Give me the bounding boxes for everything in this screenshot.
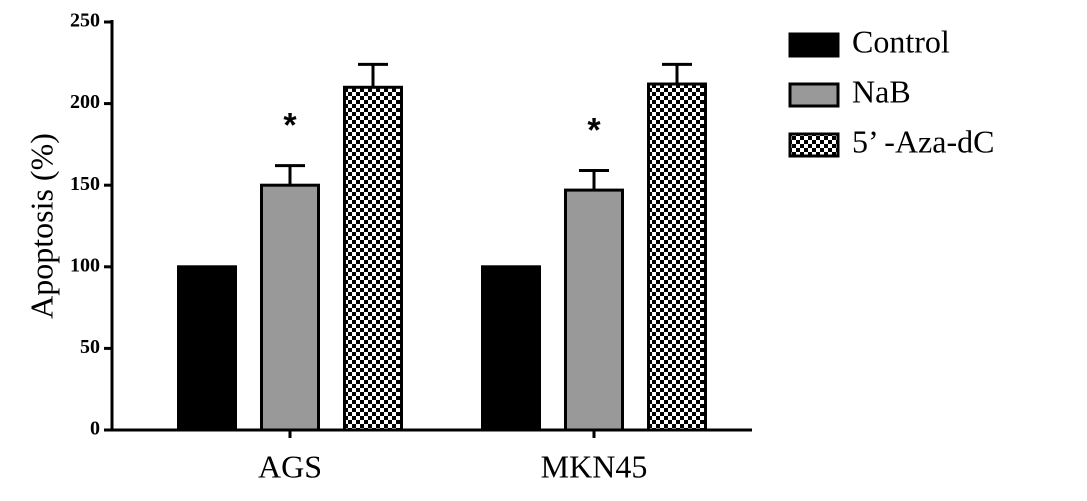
legend-label: NaB bbox=[852, 73, 911, 109]
bar bbox=[177, 265, 237, 432]
legend-swatch bbox=[788, 32, 840, 58]
bar bbox=[481, 265, 541, 432]
y-tick-label: 250 bbox=[70, 10, 100, 32]
bar bbox=[564, 188, 624, 432]
bar bbox=[647, 82, 707, 432]
x-tick-label: MKN45 bbox=[541, 448, 648, 484]
legend-swatch bbox=[788, 132, 840, 158]
y-tick-label: 50 bbox=[80, 336, 100, 358]
legend-label: 5’ -Aza-dC bbox=[852, 123, 994, 159]
legend-swatch bbox=[788, 82, 840, 108]
bar bbox=[260, 183, 320, 432]
bar bbox=[343, 85, 403, 432]
y-tick-label: 100 bbox=[70, 254, 100, 276]
x-tick-label: AGS bbox=[258, 448, 322, 484]
significance-label: * bbox=[283, 107, 297, 145]
legend-label: Control bbox=[852, 23, 950, 59]
significance-label: * bbox=[587, 111, 601, 149]
y-axis-label: Apoptosis (%) bbox=[23, 133, 59, 319]
y-tick-label: 0 bbox=[90, 418, 100, 440]
y-tick-label: 150 bbox=[70, 173, 100, 195]
y-tick-label: 200 bbox=[70, 91, 100, 113]
